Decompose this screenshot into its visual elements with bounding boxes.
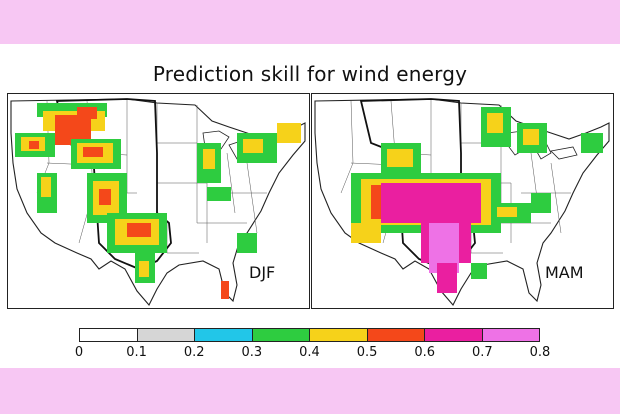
colorbar-tick-label: 0.1: [126, 345, 147, 360]
bottom-pink-band: [0, 368, 620, 414]
colorbar-tick-label: 0.2: [183, 345, 205, 360]
colorbar-segment: [310, 329, 368, 341]
colorbar-segment: [137, 329, 195, 341]
colorbar: [79, 328, 540, 342]
map-panel-djf: DJF: [7, 93, 310, 309]
colorbar-tick-label: 0.7: [472, 345, 493, 360]
season-label-mam: MAM: [543, 263, 586, 282]
colorbar-segment: [80, 329, 138, 341]
map-panel-mam: MAM: [311, 93, 614, 309]
mam-skill-cells: [351, 107, 603, 293]
djf-map: [7, 93, 310, 309]
colorbar-tick-label: 0.4: [299, 345, 320, 360]
colorbar-segment: [252, 329, 310, 341]
djf-skill-cells: [15, 103, 301, 299]
colorbar-tick-label: 0.6: [414, 345, 436, 360]
figure-title: Prediction skill for wind energy: [152, 62, 468, 86]
colorbar-tick-label: 0.5: [356, 345, 378, 360]
colorbar-segment: [425, 329, 483, 341]
colorbar-segment: [367, 329, 425, 341]
colorbar-tick-label: 0: [74, 345, 84, 360]
colorbar-tick-label: 0.3: [241, 345, 263, 360]
colorbar-segment: [195, 329, 253, 341]
colorbar-segment: [482, 329, 539, 341]
us-outline: [314, 98, 610, 306]
season-label-djf: DJF: [247, 263, 278, 282]
top-pink-band: [0, 0, 620, 44]
colorbar-tick-label: 0.8: [529, 345, 551, 360]
